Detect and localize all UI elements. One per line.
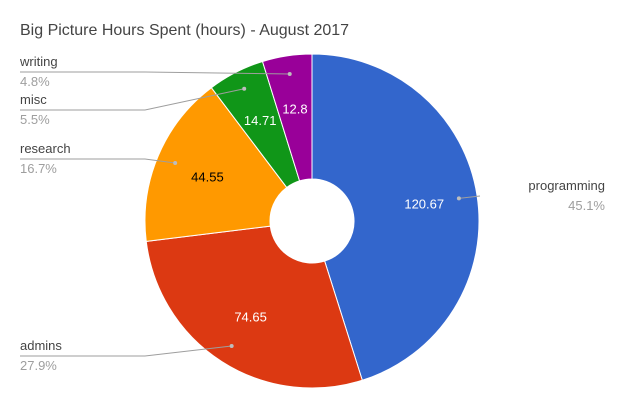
slice-value-label-admins: 74.65 — [234, 310, 267, 325]
slice-value-label-programming: 120.67 — [404, 197, 444, 212]
callout-percent-research: 16.7% — [20, 161, 57, 176]
slices-group — [144, 53, 480, 389]
callout-percent-writing: 4.8% — [20, 74, 50, 89]
leader-line-writing — [20, 71, 290, 75]
callout-name-programming: programming — [528, 178, 605, 193]
slice-value-label-research: 44.55 — [191, 170, 224, 185]
slice-programming[interactable] — [311, 53, 480, 381]
slice-admins[interactable] — [145, 225, 363, 389]
leader-line-misc — [20, 88, 245, 111]
leader-dot-admins — [229, 344, 234, 349]
slice-value-label-misc: 14.71 — [244, 113, 277, 128]
leader-dot-misc — [242, 86, 247, 91]
leader-dot-writing — [287, 72, 292, 77]
chart-title: Big Picture Hours Spent (hours) - August… — [20, 22, 349, 39]
callout-percent-admins: 27.9% — [20, 358, 57, 373]
leader-dot-programming — [456, 196, 461, 201]
callout-name-misc: misc — [20, 92, 47, 107]
callout-name-admins: admins — [20, 338, 62, 353]
leader-line-programming — [458, 195, 481, 199]
callouts-group: programming 45.1% admins 27.9% research 16.7%… — [19, 54, 605, 373]
slice-writing[interactable] — [261, 53, 313, 182]
callout-name-writing: writing — [19, 54, 58, 69]
callout-percent-programming: 45.1% — [568, 198, 605, 213]
leader-line-admins — [20, 345, 232, 357]
slice-research[interactable] — [144, 86, 288, 242]
leader-line-research — [20, 158, 176, 164]
callout-name-research: research — [20, 141, 71, 156]
slice-value-label-writing: 12.8 — [282, 102, 307, 117]
slice-labels-group: 120.67 74.65 44.55 14.71 12.8 — [191, 102, 444, 325]
callout-percent-misc: 5.5% — [20, 112, 50, 127]
leader-dot-research — [173, 160, 178, 165]
